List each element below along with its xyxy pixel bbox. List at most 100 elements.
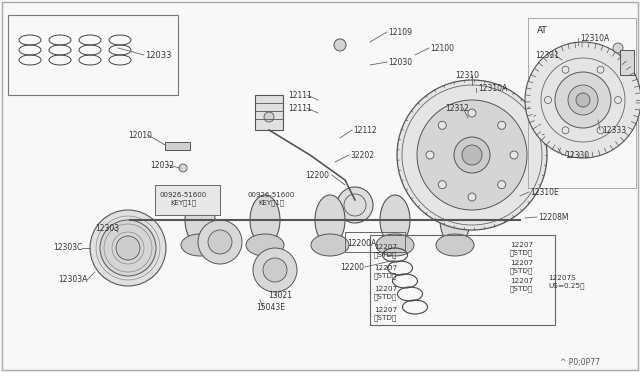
Text: 12010: 12010 (128, 131, 152, 140)
Circle shape (263, 258, 287, 282)
Ellipse shape (440, 195, 470, 245)
Text: 12330: 12330 (565, 151, 589, 160)
Bar (528, 18, 636, 188)
Circle shape (545, 96, 552, 103)
Text: 13021: 13021 (268, 291, 292, 299)
Circle shape (208, 230, 232, 254)
Text: 〈STD〉: 〈STD〉 (510, 286, 533, 292)
Text: 12100: 12100 (430, 44, 454, 52)
Text: 12207: 12207 (510, 278, 533, 284)
Circle shape (179, 164, 187, 172)
Ellipse shape (111, 36, 129, 44)
Bar (165, 142, 190, 150)
Text: 12207: 12207 (374, 286, 397, 292)
Circle shape (264, 112, 274, 122)
Text: 12207: 12207 (374, 265, 397, 271)
Text: 12310A: 12310A (580, 33, 609, 42)
Bar (155, 185, 220, 215)
Circle shape (100, 220, 156, 276)
Circle shape (498, 181, 506, 189)
Circle shape (334, 39, 346, 51)
Text: 12312: 12312 (445, 103, 469, 112)
Text: 12032: 12032 (150, 160, 174, 170)
Text: 00926-51600: 00926-51600 (248, 192, 295, 198)
Ellipse shape (21, 46, 39, 54)
Text: US=0.25〉: US=0.25〉 (548, 283, 584, 289)
Text: 12033: 12033 (145, 51, 172, 60)
Bar (620, 50, 634, 75)
Text: 12200: 12200 (305, 170, 329, 180)
Text: 12310: 12310 (455, 71, 479, 80)
Circle shape (597, 127, 604, 134)
Text: 〈STD〉: 〈STD〉 (510, 250, 533, 256)
Text: AT: AT (537, 26, 548, 35)
Ellipse shape (311, 234, 349, 256)
Circle shape (426, 151, 434, 159)
Circle shape (468, 109, 476, 117)
Bar (370, 235, 555, 325)
Circle shape (525, 42, 640, 158)
Text: 12303: 12303 (95, 224, 119, 232)
Circle shape (614, 96, 621, 103)
Text: 12207: 12207 (374, 244, 397, 250)
Circle shape (562, 66, 569, 73)
Ellipse shape (21, 36, 39, 44)
Bar (255, 95, 283, 130)
Circle shape (576, 93, 590, 107)
Circle shape (568, 85, 598, 115)
Circle shape (253, 248, 297, 292)
Circle shape (454, 137, 490, 173)
Text: 12030: 12030 (388, 58, 412, 67)
Ellipse shape (111, 46, 129, 54)
Text: 〈STD〉: 〈STD〉 (510, 268, 533, 274)
Text: KEY（1）: KEY（1） (258, 200, 284, 206)
Text: 〈STD〉: 〈STD〉 (374, 294, 397, 300)
Text: 12207: 12207 (510, 260, 533, 266)
Ellipse shape (436, 234, 474, 256)
Circle shape (468, 193, 476, 201)
Text: 12112: 12112 (353, 125, 377, 135)
Circle shape (562, 127, 569, 134)
Text: 12200: 12200 (340, 263, 364, 272)
Ellipse shape (380, 195, 410, 245)
Ellipse shape (51, 36, 69, 44)
Text: 12333: 12333 (602, 125, 626, 135)
Text: 12111: 12111 (288, 90, 312, 99)
Text: 12207S: 12207S (548, 275, 576, 281)
Text: 〈STD〉: 〈STD〉 (374, 315, 397, 321)
Text: 12310E: 12310E (530, 187, 559, 196)
Text: 12109: 12109 (388, 28, 412, 36)
Text: 12111: 12111 (288, 103, 312, 112)
Circle shape (597, 66, 604, 73)
Ellipse shape (21, 57, 39, 64)
Circle shape (438, 181, 446, 189)
Text: 12310A: 12310A (478, 83, 508, 93)
Circle shape (438, 121, 446, 129)
Circle shape (462, 145, 482, 165)
Ellipse shape (81, 57, 99, 64)
Ellipse shape (315, 195, 345, 245)
Circle shape (613, 43, 623, 53)
Ellipse shape (111, 57, 129, 64)
Circle shape (116, 236, 140, 260)
Text: 12207: 12207 (374, 307, 397, 313)
Text: 〈STD〉: 〈STD〉 (374, 273, 397, 279)
Circle shape (498, 121, 506, 129)
Circle shape (397, 80, 547, 230)
Text: 12200A: 12200A (347, 240, 376, 248)
Circle shape (198, 220, 242, 264)
Ellipse shape (185, 195, 215, 245)
Text: 12303A: 12303A (58, 276, 88, 285)
Text: 12303C: 12303C (53, 244, 83, 253)
Ellipse shape (376, 234, 414, 256)
Text: 00926-51600: 00926-51600 (160, 192, 207, 198)
Text: 〈STD〉: 〈STD〉 (374, 252, 397, 258)
Text: ^ P0;0P77: ^ P0;0P77 (560, 359, 600, 368)
Ellipse shape (181, 234, 219, 256)
Ellipse shape (250, 195, 280, 245)
Circle shape (90, 210, 166, 286)
Circle shape (337, 187, 373, 223)
Ellipse shape (81, 46, 99, 54)
Text: KEY（1）: KEY（1） (170, 200, 196, 206)
Text: 12208M: 12208M (538, 212, 568, 221)
